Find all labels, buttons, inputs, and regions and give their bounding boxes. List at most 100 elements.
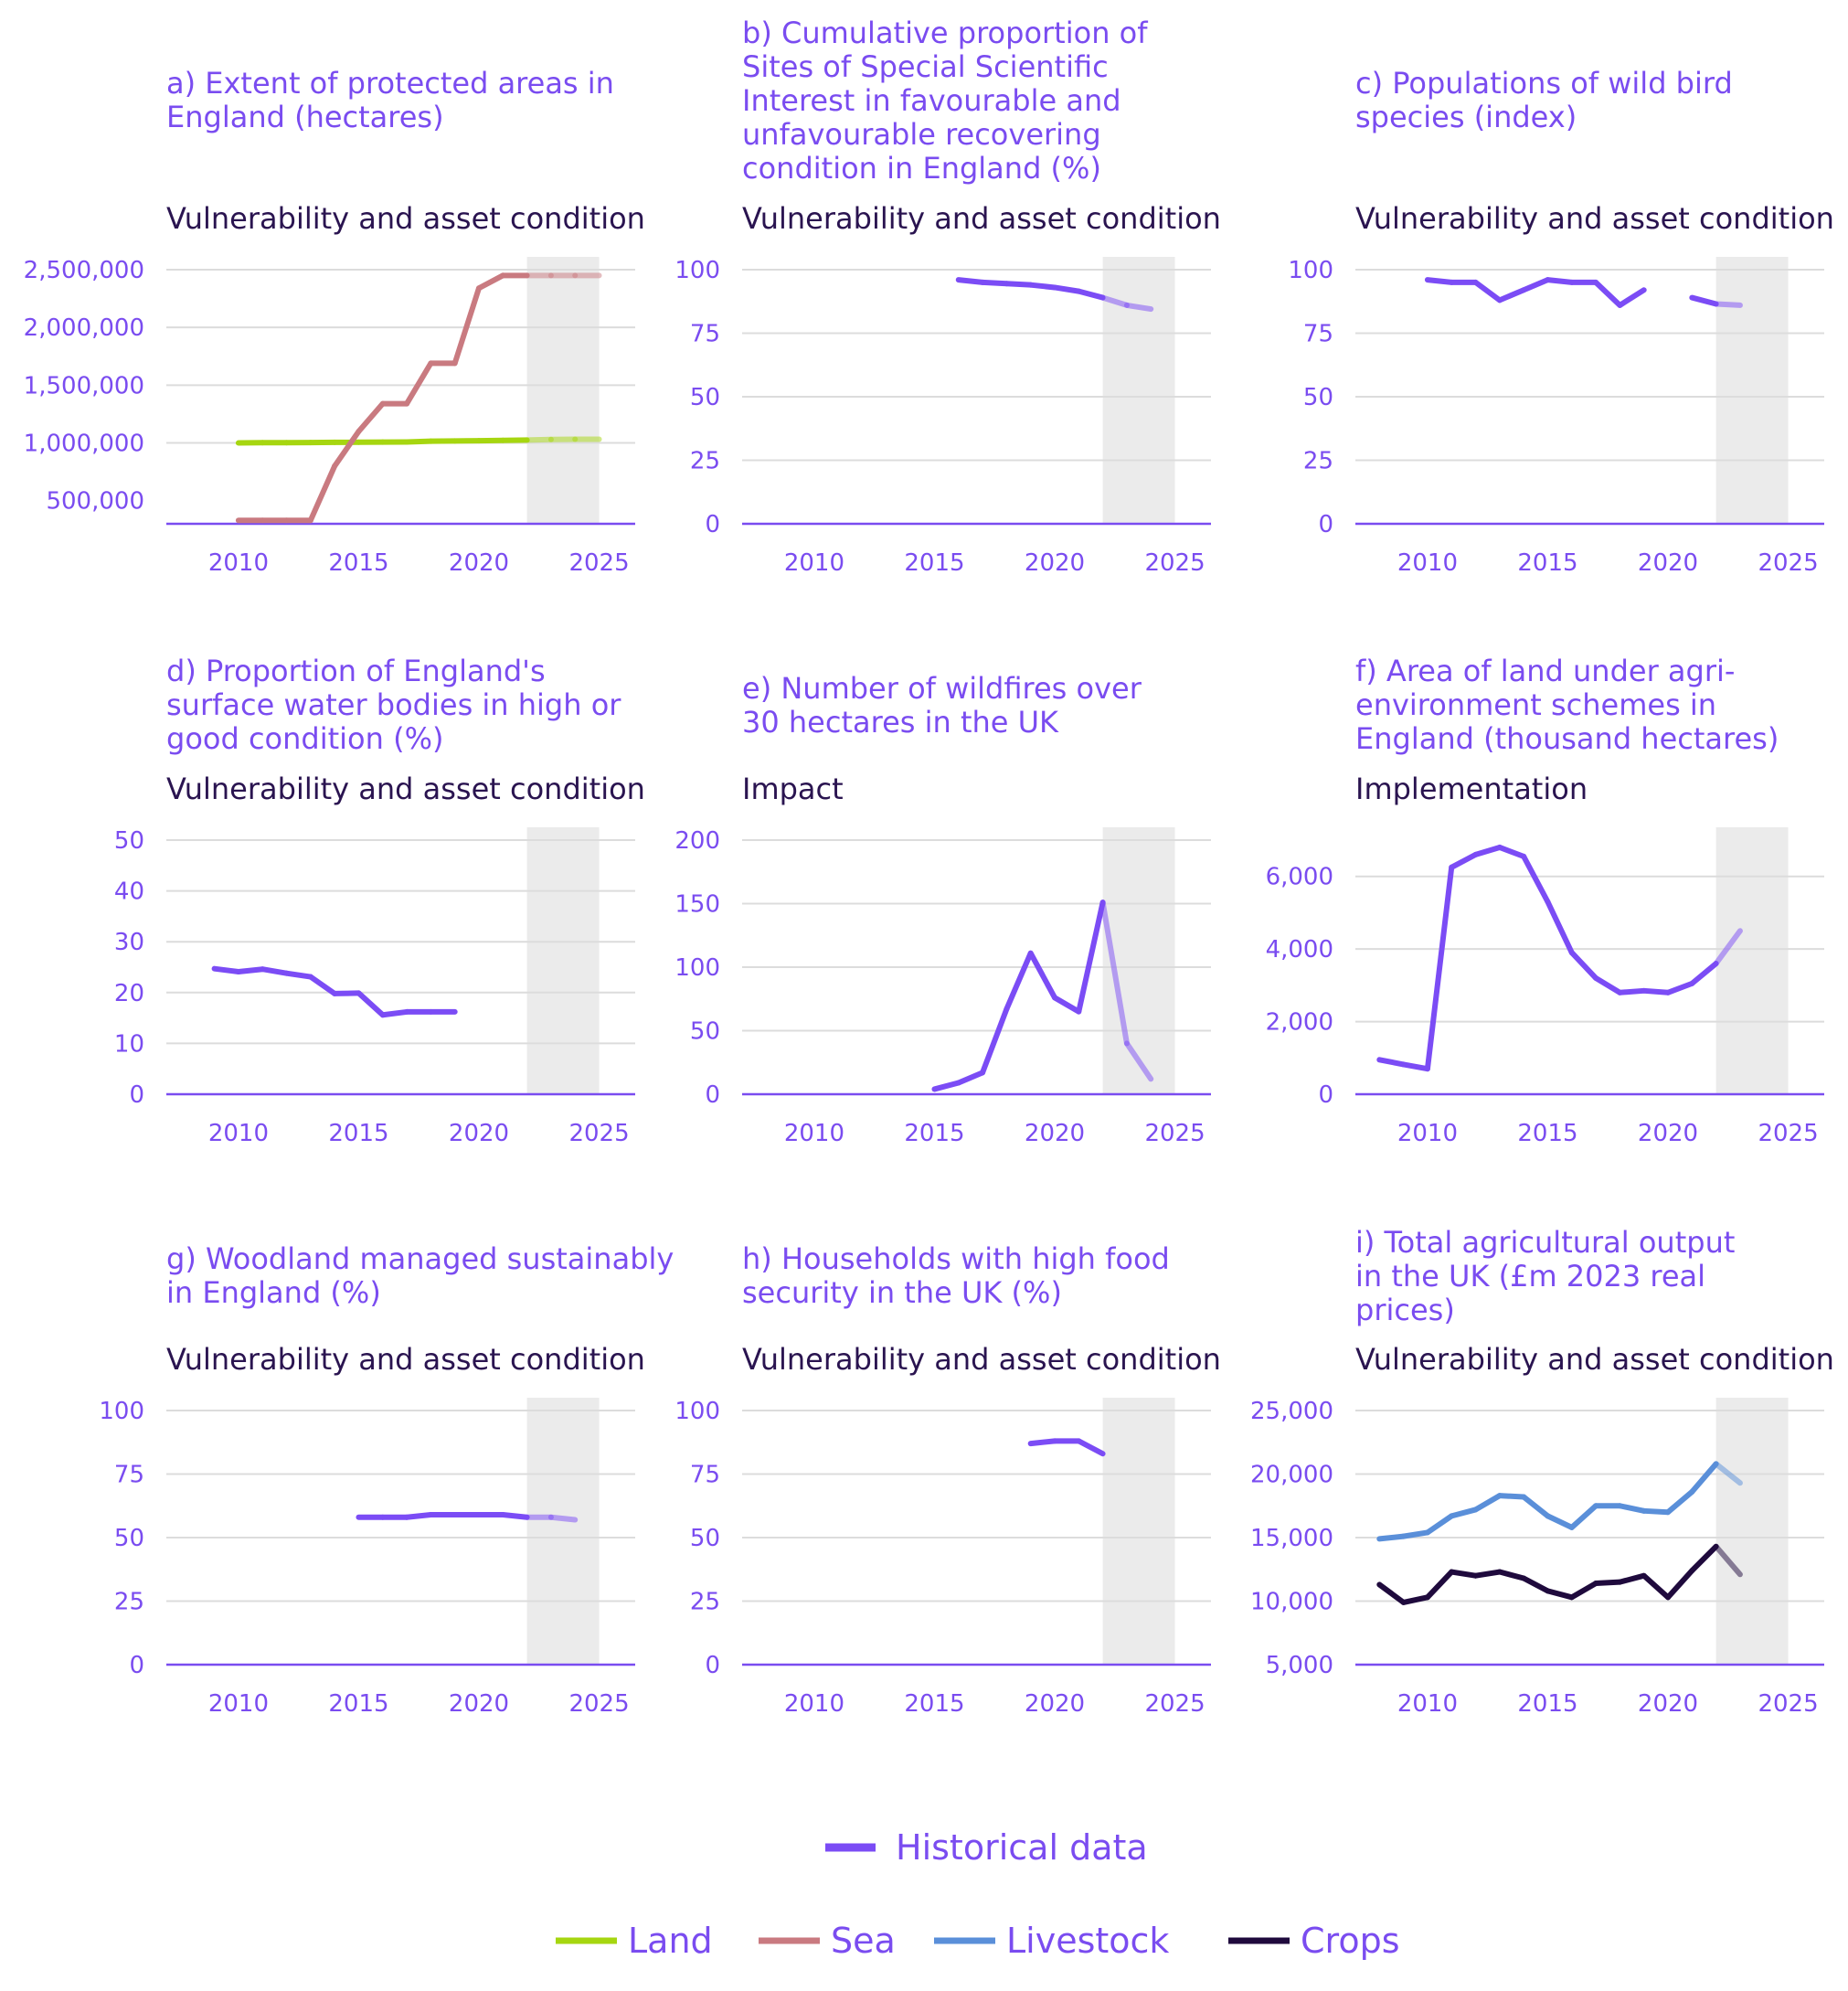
y-tick-label: 0 bbox=[705, 511, 720, 538]
crops-line-segment bbox=[1521, 1575, 1551, 1594]
livestock-line-segment bbox=[1713, 1461, 1743, 1486]
livestock-line-segment bbox=[1689, 1461, 1719, 1495]
legend-historical-label: Historical data bbox=[896, 1827, 1148, 1868]
x-tick-label: 2010 bbox=[784, 1120, 844, 1147]
series-line-segment bbox=[1665, 980, 1695, 996]
x-tick-label: 2015 bbox=[904, 549, 964, 577]
crops-line-segment bbox=[1472, 1569, 1503, 1579]
projection-band bbox=[526, 257, 600, 524]
series-line-segment bbox=[1424, 277, 1455, 285]
panel-f: 0 2,000 4,000 6,000 2010 2015 2020 2025 bbox=[1266, 827, 1824, 1147]
y-tick-label: 100 bbox=[99, 1398, 144, 1425]
panel-i-category: Vulnerability and asset condition bbox=[1355, 1342, 1834, 1377]
legend: Historical data Land Sea Livestock Crops bbox=[556, 1827, 1400, 1961]
livestock-line-segment bbox=[1424, 1513, 1455, 1536]
projection-band bbox=[1715, 1398, 1789, 1665]
panel-h-category: Vulnerability and asset condition bbox=[742, 1342, 1221, 1377]
x-tick-label: 2020 bbox=[1025, 1690, 1085, 1718]
x-tick-label: 2020 bbox=[449, 1690, 509, 1718]
series-line-segment bbox=[1641, 987, 1671, 996]
crops-line-segment bbox=[1496, 1569, 1527, 1581]
panel-c-title: c) Populations of wild bird species (ind… bbox=[1355, 66, 1733, 134]
x-tick-label: 2025 bbox=[1758, 549, 1818, 577]
y-tick-label: 25,000 bbox=[1250, 1398, 1333, 1425]
sea-line-segment bbox=[307, 463, 338, 524]
y-tick-label: 0 bbox=[1318, 1081, 1333, 1109]
series-line-segment bbox=[1449, 851, 1479, 870]
panel-c-category: Vulnerability and asset condition bbox=[1355, 201, 1834, 236]
y-tick-label: 5,000 bbox=[1266, 1652, 1333, 1679]
y-tick-label: 75 bbox=[690, 321, 720, 348]
panel-d: 0 10 20 30 40 50 2010 2015 2020 2025 bbox=[114, 827, 635, 1147]
x-tick-label: 2015 bbox=[1517, 1690, 1577, 1718]
series-line-segment bbox=[955, 1070, 986, 1086]
y-tick-label: 0 bbox=[705, 1652, 720, 1679]
x-tick-label: 2010 bbox=[208, 1120, 269, 1147]
crops-line-segment bbox=[1568, 1581, 1599, 1601]
panel-a-title: a) Extent of protected areas in England … bbox=[166, 66, 614, 134]
y-tick-label: 2,500,000 bbox=[24, 257, 144, 284]
series-line-segment bbox=[1472, 844, 1503, 857]
series-line-segment bbox=[1568, 950, 1599, 981]
series-line-segment bbox=[1545, 899, 1575, 956]
series-line-segment bbox=[931, 1080, 961, 1092]
x-tick-label: 2015 bbox=[904, 1690, 964, 1718]
panel-f-title: f) Area of land under agri-environment s… bbox=[1355, 654, 1779, 756]
series-line-segment bbox=[1027, 282, 1057, 291]
y-tick-label: 50 bbox=[690, 384, 720, 411]
series-line-segment bbox=[356, 990, 386, 1018]
y-tick-label: 100 bbox=[674, 954, 720, 982]
series-line-segment bbox=[1713, 928, 1743, 967]
panel-f-category: Implementation bbox=[1355, 772, 1588, 806]
x-tick-label: 2010 bbox=[784, 1690, 844, 1718]
y-tick-label: 150 bbox=[674, 891, 720, 919]
x-tick-label: 2025 bbox=[568, 1690, 629, 1718]
x-tick-label: 2020 bbox=[1638, 1690, 1698, 1718]
sea-line-segment bbox=[451, 285, 482, 367]
y-tick-label: 40 bbox=[114, 878, 144, 906]
sea-line-segment bbox=[404, 360, 434, 407]
series-line-segment bbox=[211, 965, 241, 975]
sea-line-segment bbox=[356, 400, 386, 434]
series-line-segment bbox=[980, 279, 1010, 287]
crops-line-segment bbox=[1665, 1568, 1695, 1601]
series-line-segment bbox=[1472, 279, 1503, 303]
x-tick-label: 2010 bbox=[208, 549, 269, 577]
crops-line-segment bbox=[1689, 1543, 1719, 1574]
y-tick-label: 30 bbox=[114, 929, 144, 956]
crops-line-segment bbox=[1617, 1572, 1647, 1585]
series-line-segment bbox=[1099, 294, 1130, 308]
series-line-segment bbox=[1521, 277, 1551, 293]
y-tick-label: 50 bbox=[690, 1018, 720, 1046]
x-tick-label: 2015 bbox=[1517, 549, 1577, 577]
livestock-line-segment bbox=[1376, 1533, 1407, 1542]
y-tick-label: 100 bbox=[674, 257, 720, 284]
series-line-segment bbox=[1123, 302, 1154, 313]
x-tick-label: 2025 bbox=[1758, 1690, 1818, 1718]
livestock-line-segment bbox=[1665, 1488, 1695, 1516]
series-line-segment bbox=[1027, 950, 1057, 1001]
series-line-segment bbox=[547, 1514, 579, 1523]
x-tick-label: 2020 bbox=[449, 1120, 509, 1147]
x-tick-label: 2010 bbox=[1397, 1690, 1458, 1718]
y-tick-label: 1,000,000 bbox=[24, 431, 144, 458]
x-tick-label: 2025 bbox=[568, 549, 629, 577]
series-line-segment bbox=[379, 1008, 410, 1018]
x-tick-label: 2020 bbox=[1638, 1120, 1698, 1147]
panel-g: 0 25 50 75 100 2010 2015 2020 2025 bbox=[99, 1398, 635, 1718]
series-line-segment bbox=[1617, 987, 1647, 996]
land-line-segment bbox=[524, 436, 554, 443]
y-tick-label: 75 bbox=[114, 1462, 144, 1489]
y-tick-label: 50 bbox=[114, 827, 144, 855]
crops-line-segment bbox=[1376, 1581, 1407, 1605]
panel-d-title: d) Proportion of England's surface water… bbox=[166, 654, 621, 756]
series-line-segment bbox=[1545, 277, 1575, 285]
legend-sea-label: Sea bbox=[831, 1921, 896, 1961]
panel-d-category: Vulnerability and asset condition bbox=[166, 772, 645, 806]
x-tick-label: 2010 bbox=[1397, 549, 1458, 577]
y-tick-label: 20,000 bbox=[1250, 1462, 1333, 1489]
series-line-segment bbox=[1496, 844, 1527, 859]
livestock-line-segment bbox=[1449, 1507, 1479, 1519]
series-line-segment bbox=[955, 277, 986, 285]
